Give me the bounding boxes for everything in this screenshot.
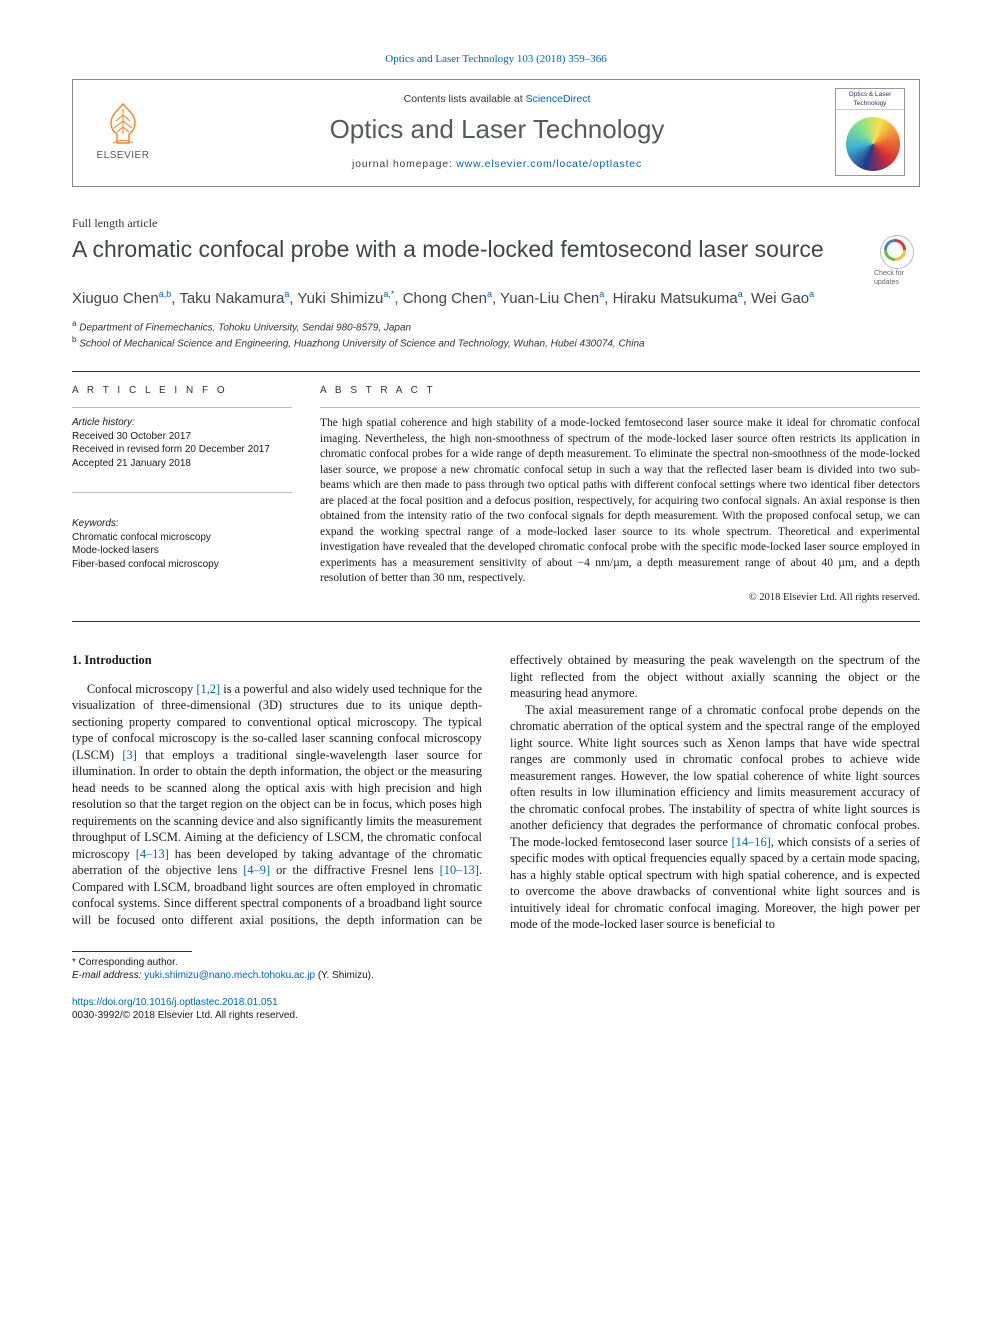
citation-ref[interactable]: [10–13] (440, 863, 479, 877)
author: Xiuguo Chena,b (72, 290, 171, 307)
author: Wei Gaoa (751, 290, 814, 307)
citation-ref[interactable]: [3] (122, 748, 136, 762)
author-email-link[interactable]: yuki.shimizu@nano.mech.tohoku.ac.jp (144, 970, 315, 981)
contents-label: Contents lists available at ScienceDirec… (159, 92, 835, 106)
citation-line: Optics and Laser Technology 103 (2018) 3… (72, 52, 920, 67)
journal-name: Optics and Laser Technology (159, 112, 835, 147)
sciencedirect-link[interactable]: ScienceDirect (526, 93, 591, 105)
keyword: Chromatic confocal microscopy (72, 531, 292, 545)
paragraph: The axial measurement range of a chromat… (510, 702, 920, 933)
affiliation: a Department of Finemechanics, Tohoku Un… (72, 319, 920, 335)
check-updates-badge[interactable]: Check for updates (874, 235, 920, 288)
publisher-logo: ELSEVIER (87, 101, 159, 163)
doi-link[interactable]: https://doi.org/10.1016/j.optlastec.2018… (72, 997, 278, 1008)
crossmark-icon (880, 235, 914, 269)
article-type: Full length article (72, 215, 920, 231)
body-text: 1. Introduction Confocal microscopy [1,2… (72, 652, 920, 933)
footnotes: * Corresponding author. E-mail address: … (72, 956, 920, 982)
affiliation: b School of Mechanical Science and Engin… (72, 335, 920, 351)
homepage-link[interactable]: www.elsevier.com/locate/optlastec (456, 158, 642, 170)
history-label: Article history: (72, 416, 292, 430)
author: Hiraku Matsukumaa (613, 290, 743, 307)
elsevier-tree-icon (102, 101, 144, 147)
abstract-head: A B S T R A C T (320, 384, 920, 398)
author: Chong Chena (403, 290, 492, 307)
journal-cover-thumbnail: Optics & Laser Technology (835, 88, 905, 176)
author: Yuan-Liu Chena (500, 290, 604, 307)
author: Taku Nakamuraa (179, 290, 289, 307)
abstract-copyright: © 2018 Elsevier Ltd. All rights reserved… (320, 591, 920, 605)
citation-ref[interactable]: [14–16] (732, 835, 771, 849)
keywords-label: Keywords: (72, 517, 292, 531)
history-accepted: Accepted 21 January 2018 (72, 457, 292, 471)
citation-ref[interactable]: [4–13] (136, 847, 169, 861)
issn-copyright: 0030-3992/© 2018 Elsevier Ltd. All right… (72, 1009, 920, 1023)
journal-header: ELSEVIER Contents lists available at Sci… (72, 79, 920, 187)
affiliation-list: a Department of Finemechanics, Tohoku Un… (72, 319, 920, 351)
citation-ref[interactable]: [4–9] (243, 863, 270, 877)
author: Yuki Shimizua,* (297, 290, 394, 307)
citation-ref[interactable]: [1,2] (196, 682, 220, 696)
doi-line: https://doi.org/10.1016/j.optlastec.2018… (72, 996, 920, 1010)
keyword: Fiber-based confocal microscopy (72, 558, 292, 572)
history-received: Received 30 October 2017 (72, 430, 292, 444)
article-meta-row: A R T I C L E I N F O Article history: R… (72, 372, 920, 621)
history-revised: Received in revised form 20 December 201… (72, 443, 292, 457)
citation-link[interactable]: Optics and Laser Technology 103 (2018) 3… (385, 53, 606, 65)
article-title: A chromatic confocal probe with a mode-l… (72, 235, 858, 264)
author-list: Xiuguo Chena,b, Taku Nakamuraa, Yuki Shi… (72, 288, 920, 309)
keyword: Mode-locked lasers (72, 544, 292, 558)
email-note: E-mail address: yuki.shimizu@nano.mech.t… (72, 969, 920, 982)
journal-homepage: journal homepage: www.elsevier.com/locat… (159, 157, 835, 171)
section-heading: 1. Introduction (72, 652, 482, 669)
article-info-head: A R T I C L E I N F O (72, 384, 292, 398)
corresponding-author-note: * Corresponding author. (72, 956, 920, 969)
abstract-text: The high spatial coherence and high stab… (320, 416, 920, 587)
publisher-name: ELSEVIER (97, 149, 150, 163)
